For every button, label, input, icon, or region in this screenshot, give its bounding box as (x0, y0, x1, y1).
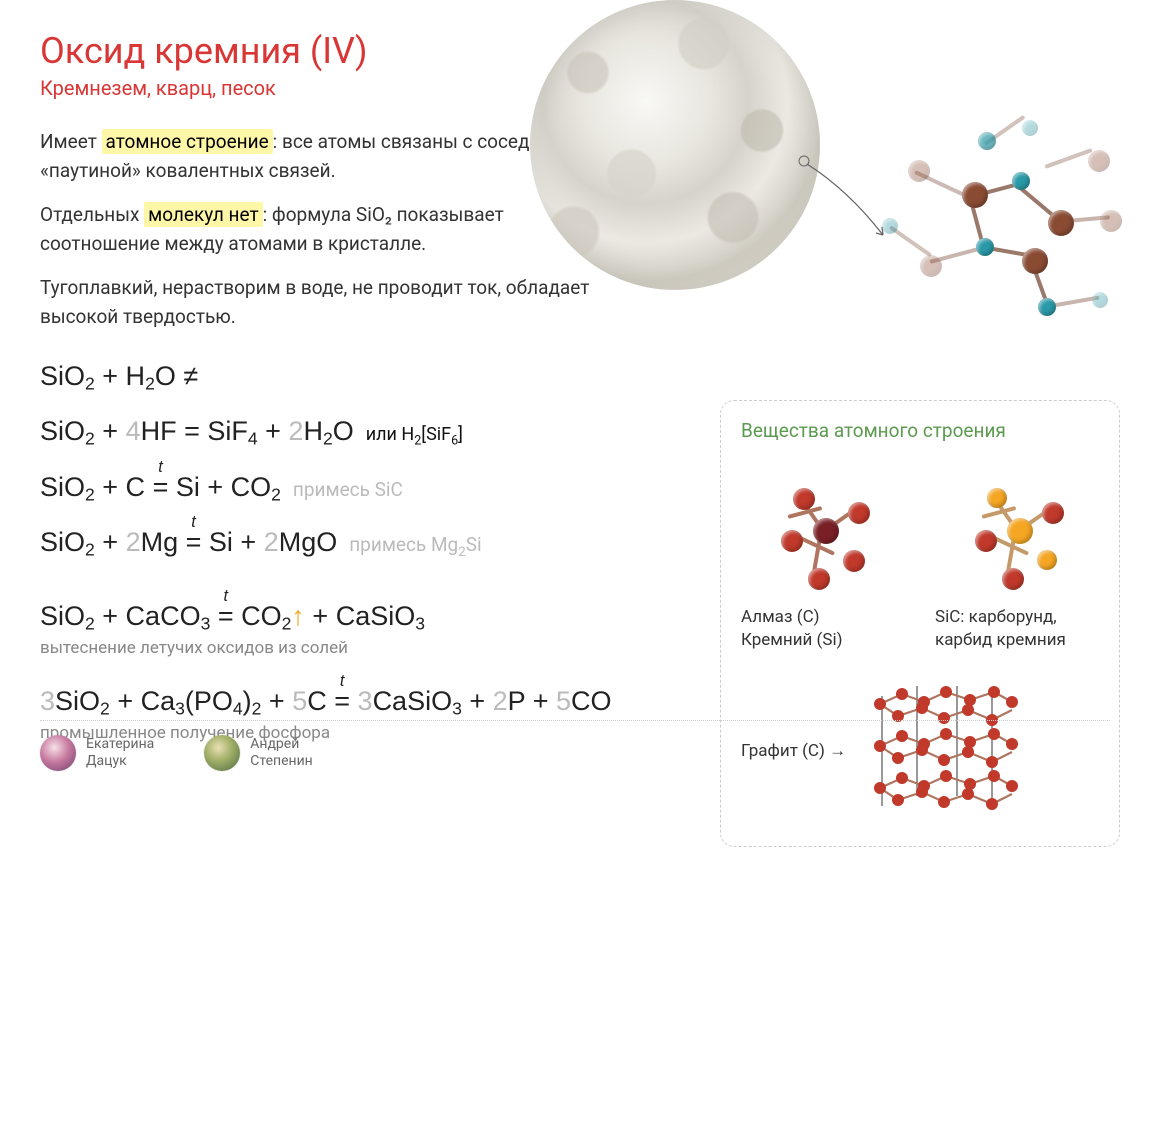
intro-p1-highlight: атомное строение (102, 129, 273, 154)
item1-l1: Алмаз (C) (741, 607, 820, 627)
a1-first: Екатерина (86, 736, 154, 752)
eq3-text: SiO2 + C = Si + CO2 (40, 472, 281, 505)
author-1-name: Екатерина Дацук (86, 736, 154, 771)
item2-l2: карбид кремния (935, 630, 1066, 650)
eq2-text: SiO2 + 4HF = SiF4 + 2H2O (40, 416, 354, 449)
a2-first: Андрей (250, 736, 299, 752)
author-2-name: Андрей Степенин (250, 736, 312, 771)
sio2-molecule-diagram (870, 110, 1130, 350)
item2-l1: SiC: карборунд, (935, 607, 1057, 627)
equation-1: SiO2 + H2O ≠ (40, 361, 1110, 394)
author-2: Андрей Степенин (204, 735, 312, 771)
intro-p2-highlight: молекул нет (144, 202, 262, 227)
footer: Екатерина Дацук Андрей Степенин (40, 720, 1110, 771)
item1-l2: Кремний (Si) (741, 630, 843, 650)
intro-p1-pre: Имеет (40, 130, 102, 153)
eq3-note: примесь SiC (293, 478, 403, 501)
atomic-structure-card: Вещества атомного строения (720, 400, 1120, 847)
eq4-text: SiO2 + 2Mg = Si + 2MgO (40, 527, 337, 560)
author-1: Екатерина Дацук (40, 735, 154, 771)
a1-last: Дацук (86, 753, 127, 769)
eq4-note: примесь Mg2Si (349, 533, 481, 560)
page: Оксид кремния (IV) Кремнезем, кварц, пес… (0, 0, 1150, 791)
card-item-sic: SiC: карборунд, карбид кремния (935, 460, 1099, 652)
avatar-icon (204, 735, 240, 771)
card-item-diamond: Алмаз (C) Кремний (Si) (741, 460, 905, 652)
eq2-alt: или H2[SiF6] (366, 424, 463, 449)
eq1-text: SiO2 + H2O ≠ (40, 361, 198, 394)
eq6-text: 3SiO2 + Ca3(PO4)2 + 5C = 3CaSiO3 + 2P + … (40, 686, 612, 719)
a2-last: Степенин (250, 753, 312, 769)
intro-p2-pre: Отдельных (40, 203, 144, 226)
diamond-structure-icon (753, 460, 893, 600)
card-row-1: Алмаз (C) Кремний (Si) (741, 460, 1099, 652)
card-title: Вещества атомного строения (741, 419, 1099, 442)
quartz-photo (530, 0, 820, 290)
sic-structure-icon (947, 460, 1087, 600)
card-item1-label: Алмаз (C) Кремний (Si) (741, 606, 905, 652)
eq5-text: SiO2 + CaCO3 = CO2↑ + CaSiO3 (40, 601, 425, 634)
avatar-icon (40, 735, 76, 771)
card-item2-label: SiC: карборунд, карбид кремния (935, 606, 1099, 652)
